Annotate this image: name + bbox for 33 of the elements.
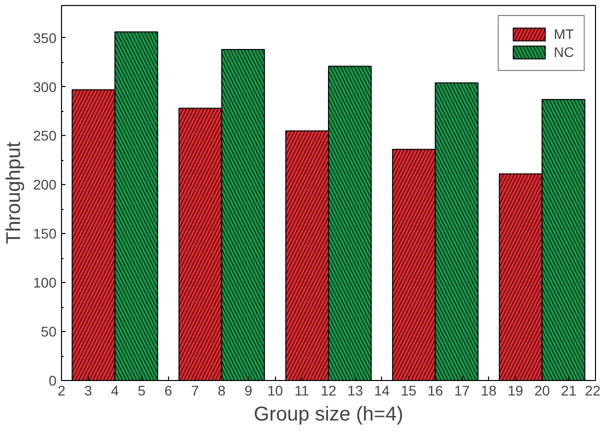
x-tick-label: 19 bbox=[508, 382, 524, 398]
x-tick-label: 8 bbox=[218, 382, 226, 398]
y-tick-label: 150 bbox=[33, 226, 57, 242]
x-tick-label: 17 bbox=[454, 382, 470, 398]
x-tick-label: 10 bbox=[267, 382, 284, 398]
y-tick-label: 0 bbox=[48, 372, 57, 388]
x-tick-label: 5 bbox=[138, 382, 146, 398]
y-tick-label: 350 bbox=[33, 30, 57, 46]
x-tick-label: 3 bbox=[84, 382, 92, 398]
x-tick-label: 7 bbox=[191, 382, 200, 398]
x-tick-label: 11 bbox=[294, 382, 310, 398]
x-tick-label: 20 bbox=[534, 382, 550, 398]
y-tick-label: 250 bbox=[33, 128, 57, 144]
x-tick-label: 21 bbox=[561, 382, 577, 398]
y-tick-label: 200 bbox=[33, 176, 57, 193]
x-tick-label: 6 bbox=[164, 382, 172, 398]
legend-label: MT bbox=[554, 26, 574, 42]
x-tick-label: 12 bbox=[320, 382, 336, 398]
x-tick-label: 18 bbox=[480, 382, 497, 398]
x-tick-label: 4 bbox=[111, 382, 120, 398]
x-tick-label: 16 bbox=[428, 382, 444, 398]
y-tick-label: 100 bbox=[33, 274, 57, 291]
x-tick-label: 22 bbox=[584, 382, 601, 398]
x-tick-label: 14 bbox=[374, 382, 390, 398]
y-tick-label: 300 bbox=[33, 78, 57, 95]
x-axis-title: Group size (h=4) bbox=[254, 404, 404, 426]
x-tick-label: 13 bbox=[347, 382, 364, 398]
y-tick-label: 50 bbox=[40, 324, 57, 340]
y-axis-title: Throughput bbox=[3, 141, 26, 244]
x-tick-label: 2 bbox=[58, 382, 66, 398]
x-tick-label: 9 bbox=[244, 382, 253, 398]
x-tick-label: 15 bbox=[400, 382, 417, 398]
legend-label: NC bbox=[554, 44, 574, 60]
